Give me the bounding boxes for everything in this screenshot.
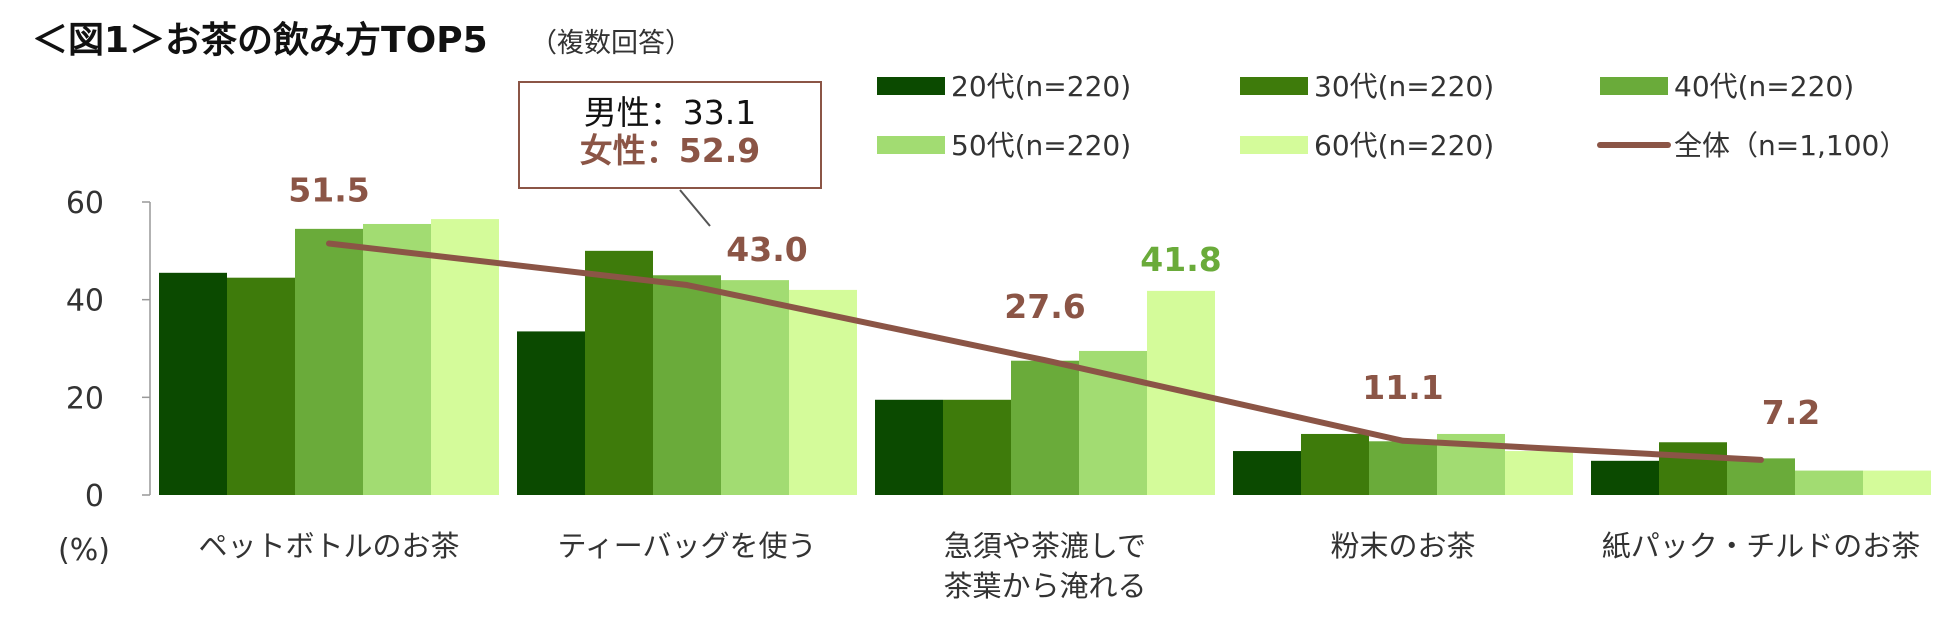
x-tick-label: ペットボトルのお茶 bbox=[198, 529, 459, 563]
x-tick-label: 急須や茶漉しで bbox=[944, 529, 1146, 563]
y-tick-label: 60 bbox=[66, 186, 104, 221]
bar bbox=[653, 275, 721, 495]
bar bbox=[789, 289, 857, 495]
axes: 60 40 20 0 (%) bbox=[58, 186, 151, 568]
bar bbox=[517, 331, 585, 495]
total-value-label: 51.5 bbox=[288, 171, 369, 210]
bar bbox=[1659, 442, 1727, 495]
legend-label: 50代(n=220) bbox=[951, 129, 1131, 162]
bar bbox=[1505, 451, 1573, 495]
bar bbox=[585, 250, 653, 495]
total-line bbox=[326, 240, 1764, 463]
x-tick-label: 紙パック・チルドのお茶 bbox=[1602, 529, 1920, 563]
bar bbox=[1727, 458, 1795, 495]
total-value-label: 27.6 bbox=[1004, 287, 1085, 326]
bar bbox=[1863, 470, 1931, 495]
legend-label: 全体（n=1,100） bbox=[1674, 129, 1907, 162]
highlight-value-label: 41.8 bbox=[1140, 240, 1221, 279]
annotation-female: 女性：52.9 bbox=[580, 131, 760, 170]
total-series-line bbox=[326, 240, 1764, 463]
bar bbox=[1011, 360, 1079, 495]
annotation-callout: 男性：33.1 女性：52.9 bbox=[518, 81, 822, 227]
x-tick-label: ティーバッグを使う bbox=[558, 529, 817, 563]
legend-label: 40代(n=220) bbox=[1674, 70, 1854, 103]
y-tick-label: 20 bbox=[66, 381, 104, 416]
bar bbox=[159, 272, 227, 495]
total-value-label: 11.1 bbox=[1362, 368, 1443, 407]
bar bbox=[1301, 433, 1369, 495]
legend-swatch bbox=[1600, 77, 1668, 95]
chart-subtitle: （複数回答） bbox=[530, 28, 692, 59]
x-tick-label: 茶葉から淹れる bbox=[943, 569, 1146, 603]
bar bbox=[875, 399, 943, 495]
bar bbox=[431, 219, 499, 495]
annotation-leader bbox=[679, 189, 711, 227]
total-value-label: 43.0 bbox=[726, 230, 807, 269]
bar bbox=[721, 280, 789, 495]
legend-label: 60代(n=220) bbox=[1314, 129, 1494, 162]
bar bbox=[227, 277, 295, 495]
legend-label: 20代(n=220) bbox=[951, 70, 1131, 103]
bar bbox=[1369, 441, 1437, 495]
bar bbox=[943, 399, 1011, 495]
legend-swatch bbox=[1240, 136, 1308, 154]
chart-title: ＜図1＞お茶の飲み方TOP5 bbox=[32, 20, 488, 61]
y-tick-label: 0 bbox=[85, 479, 104, 514]
value-labels: 51.5 43.0 27.6 11.1 7.2 41.8 bbox=[288, 171, 1820, 432]
legend-swatch bbox=[1240, 77, 1308, 95]
total-value-label: 7.2 bbox=[1762, 393, 1820, 432]
y-axis-label: (%) bbox=[58, 533, 110, 568]
bar bbox=[1233, 451, 1301, 495]
bar bbox=[363, 223, 431, 495]
bar bbox=[1591, 460, 1659, 495]
bar bbox=[295, 228, 363, 495]
legend-label: 30代(n=220) bbox=[1314, 70, 1494, 103]
annotation-male: 男性：33.1 bbox=[584, 93, 756, 132]
legend-swatch bbox=[877, 136, 945, 154]
annotation-box bbox=[518, 81, 822, 189]
x-tick-label: 粉末のお茶 bbox=[1330, 529, 1475, 563]
bar bbox=[1795, 470, 1863, 495]
y-tick-label: 40 bbox=[66, 284, 104, 319]
legend-swatch bbox=[877, 77, 945, 95]
legend: 20代(n=220) 30代(n=220) 40代(n=220) 50代(n=220)… bbox=[877, 70, 1907, 162]
